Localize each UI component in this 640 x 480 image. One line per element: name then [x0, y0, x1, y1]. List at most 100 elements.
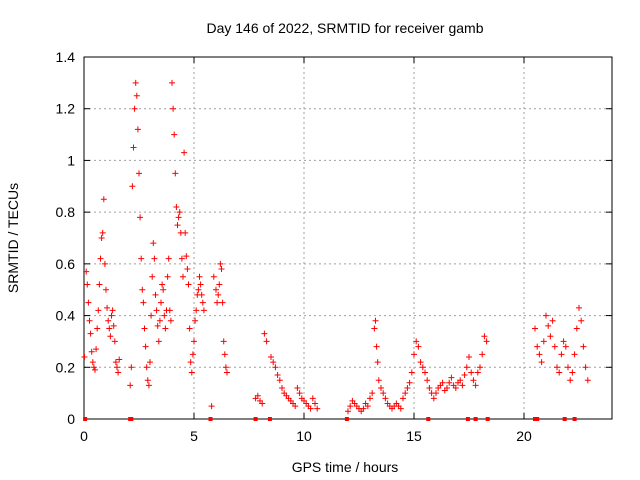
- data-point: [151, 255, 158, 262]
- data-point: [543, 312, 549, 319]
- gap-marker: [562, 417, 567, 421]
- data-point: [160, 286, 167, 293]
- data-point: [364, 403, 371, 410]
- data-point: [549, 317, 556, 324]
- data-point: [184, 266, 191, 273]
- data-point: [136, 170, 142, 177]
- data-point: [176, 209, 183, 216]
- data-point: [92, 366, 98, 373]
- data-point: [419, 364, 426, 371]
- data-point: [294, 384, 301, 391]
- gap-marker: [83, 417, 88, 421]
- data-point: [536, 351, 543, 358]
- data-point: [565, 364, 571, 371]
- data-point: [183, 253, 190, 260]
- data-point: [195, 286, 202, 293]
- data-point: [276, 377, 283, 384]
- data-point: [103, 286, 109, 293]
- data-point: [459, 382, 466, 389]
- data-point: [424, 377, 431, 384]
- data-point: [569, 369, 576, 376]
- data-point: [220, 338, 227, 345]
- data-point: [534, 343, 541, 350]
- data-point: [182, 229, 189, 236]
- data-point: [400, 395, 406, 402]
- data-point: [129, 183, 136, 190]
- data-point: [181, 149, 188, 156]
- data-point: [169, 79, 175, 86]
- data-point: [584, 377, 591, 384]
- data-point: [373, 343, 380, 350]
- data-point: [175, 214, 182, 221]
- data-point: [263, 338, 270, 345]
- data-point: [433, 390, 439, 397]
- data-point: [413, 338, 420, 345]
- data-point: [97, 255, 104, 262]
- data-point: [174, 222, 181, 229]
- data-point: [222, 364, 229, 371]
- data-point: [189, 351, 196, 358]
- x-tick-label: 20: [516, 428, 532, 444]
- data-point: [567, 377, 574, 384]
- data-point: [96, 281, 103, 288]
- data-point: [199, 299, 206, 306]
- data-point: [156, 317, 163, 324]
- axis-ticks: 0 0.2 0.4 0.6 0.8 1 1.2 1.4 0 5 10 15 20: [56, 49, 612, 444]
- data-point: [83, 268, 90, 275]
- data-point: [105, 317, 112, 324]
- grid: [84, 57, 612, 419]
- data-point: [582, 364, 589, 371]
- data-point: [219, 299, 226, 306]
- data-point: [415, 343, 422, 350]
- data-point: [578, 317, 585, 324]
- data-point: [307, 405, 314, 412]
- data-point: [193, 307, 200, 314]
- data-point: [397, 405, 404, 412]
- data-point: [556, 369, 563, 376]
- data-point: [107, 333, 114, 340]
- data-point: [131, 105, 138, 112]
- data-point: [545, 322, 552, 329]
- data-point: [347, 403, 354, 410]
- data-point: [166, 307, 173, 314]
- data-point: [380, 390, 387, 397]
- data-point: [272, 364, 279, 371]
- data-point: [90, 364, 97, 371]
- data-point: [378, 384, 384, 391]
- data-point: [538, 359, 545, 366]
- data-point: [417, 359, 424, 366]
- data-point: [367, 395, 373, 402]
- data-point: [309, 395, 316, 402]
- gap-marker: [129, 417, 134, 421]
- data-point: [86, 317, 93, 324]
- data-point: [150, 240, 157, 247]
- y-tick-label: 1.4: [56, 49, 76, 65]
- data-point: [154, 322, 161, 329]
- data-point: [93, 346, 100, 353]
- data-point: [540, 338, 547, 345]
- data-point: [109, 307, 116, 314]
- data-point: [551, 343, 558, 350]
- gap-marker: [465, 417, 470, 421]
- gap-markers: [83, 417, 577, 421]
- data-point: [210, 273, 217, 280]
- data-point: [216, 281, 223, 288]
- data-point: [254, 392, 261, 399]
- data-point: [88, 348, 95, 355]
- y-axis-title: SRMTID / TECUs: [5, 183, 21, 293]
- data-point: [139, 286, 146, 293]
- data-point: [191, 338, 197, 345]
- data-point: [406, 379, 413, 386]
- data-point: [180, 273, 186, 280]
- data-point: [164, 273, 171, 280]
- y-tick-label: 0.8: [56, 204, 76, 220]
- data-point: [224, 369, 230, 376]
- data-point: [374, 359, 381, 366]
- data-point: [165, 255, 172, 262]
- data-point: [270, 359, 277, 366]
- data-point: [98, 235, 105, 241]
- data-point: [446, 379, 453, 386]
- x-tick-label: 5: [190, 428, 198, 444]
- data-point: [147, 359, 153, 366]
